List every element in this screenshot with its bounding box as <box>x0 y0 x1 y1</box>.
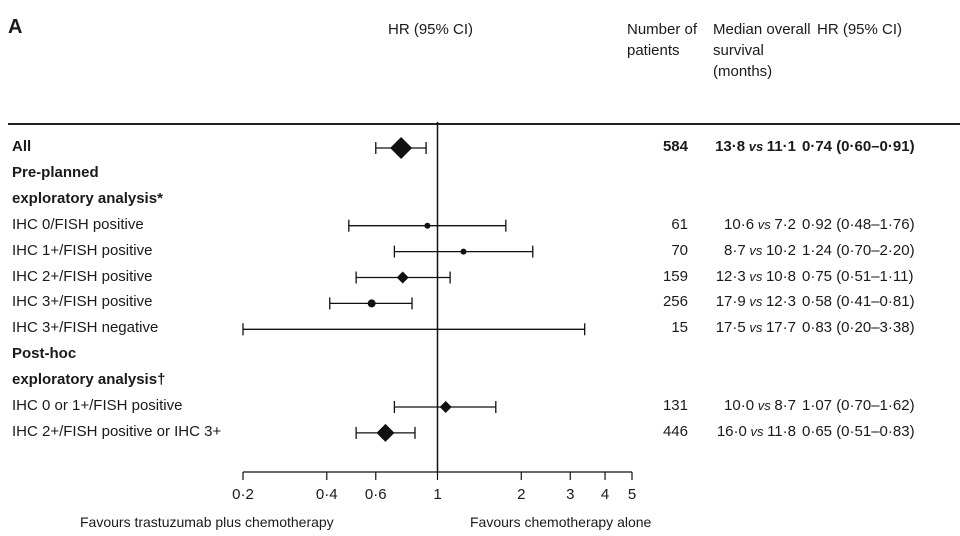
median-a: 12·3 <box>715 267 746 285</box>
x-tick-label: 0·2 <box>232 486 254 503</box>
median-b: 17·7 <box>765 319 796 337</box>
median-a: 10·0 <box>724 397 755 414</box>
row-label: IHC 1+/FISH positive <box>12 241 153 259</box>
median-b: 11·1 <box>766 138 796 155</box>
median-b: 12·3 <box>765 293 796 311</box>
panel-letter: A <box>8 16 23 38</box>
row-label: exploratory analysis† <box>12 371 166 389</box>
row-label: IHC 3+/FISH positive <box>12 293 153 311</box>
row-label: Post-hoc <box>12 345 77 363</box>
hr-ci-text: 0·83 (0·20–3·38) <box>802 319 915 337</box>
patients-count: 131 <box>662 397 688 414</box>
hr-ci-text: 1·07 (0·70–1·62) <box>802 397 915 414</box>
patients-count: 446 <box>662 422 688 440</box>
median-a: 17·9 <box>715 293 746 311</box>
row-label: All <box>12 138 32 155</box>
x-tick-label: 1 <box>433 486 442 503</box>
median-survival-header: Median overall survival (months) <box>713 21 811 80</box>
hr-ci-text: 0·74 (0·60–0·91) <box>802 138 915 155</box>
x-tick-label: 0·4 <box>315 486 338 503</box>
patients-count: 159 <box>662 267 688 285</box>
x-tick-label: 0·6 <box>364 486 387 503</box>
median-survival: 13·8 vs 11·1 <box>704 138 796 155</box>
vs-label: vs <box>745 320 766 336</box>
vs-label: vs <box>745 268 766 284</box>
row-label: Pre-planned <box>12 163 99 181</box>
patients-count: 70 <box>671 241 688 259</box>
x-tick-label: 5 <box>627 486 637 503</box>
median-b: 11·8 <box>767 422 796 440</box>
median-a: 17·5 <box>715 319 746 337</box>
patients-count: 584 <box>662 138 688 155</box>
hr-point <box>376 423 395 442</box>
hr-ci-text: 1·24 (0·70–2·20) <box>802 241 915 259</box>
median-a: 13·8 <box>715 138 746 155</box>
vs-label: vs <box>754 398 775 413</box>
median-survival: 17·5 vs 17·7 <box>704 319 796 336</box>
x-tick-label: 2 <box>517 486 526 503</box>
row-label: IHC 0 or 1+/FISH positive <box>12 397 183 414</box>
patients-count: 15 <box>671 319 688 337</box>
vs-label: vs <box>746 423 768 439</box>
median-b: 7·2 <box>774 215 796 233</box>
hr-ci-text: 0·58 (0·41–0·81) <box>802 293 915 311</box>
patients-count: 256 <box>662 293 688 311</box>
hr-point <box>424 222 431 229</box>
hr-ci-text: 0·65 (0·51–0·83) <box>802 422 915 440</box>
median-a: 8·7 <box>724 241 746 259</box>
hr-point <box>390 137 413 159</box>
row-label: IHC 2+/FISH positive <box>12 267 153 285</box>
hr-plot-header: HR (95% CI) <box>388 21 474 38</box>
hr-header: HR (95% CI) <box>817 21 903 38</box>
median-survival: 10·0 vs 8·7 <box>704 397 796 414</box>
header-rule <box>8 123 960 125</box>
row-label: IHC 0/FISH positive <box>12 215 144 233</box>
median-b: 10·8 <box>765 267 796 285</box>
x-tick-label: 4 <box>600 486 610 503</box>
median-a: 10·6 <box>724 215 755 233</box>
x-tick-label: 3 <box>566 486 575 503</box>
vs-label: vs <box>745 242 766 258</box>
hr-ci-text: 0·92 (0·48–1·76) <box>802 215 915 233</box>
hr-point <box>396 271 409 284</box>
hr-ci-text: 0·75 (0·51–1·11) <box>802 267 914 285</box>
row-label: IHC 2+/FISH positive or IHC 3+ <box>12 422 222 440</box>
median-a: 16·0 <box>716 422 747 440</box>
median-b: 8·7 <box>774 397 796 414</box>
patients-header: Number of patients <box>627 21 698 59</box>
row-label: exploratory analysis* <box>12 189 163 207</box>
favours-right-label: Favours chemotherapy alone <box>470 514 652 530</box>
median-survival: 8·7 vs 10·2 <box>704 242 796 259</box>
patients-count: 61 <box>671 215 688 233</box>
vs-label: vs <box>745 139 767 154</box>
vs-label: vs <box>754 216 775 232</box>
hr-point <box>367 299 376 308</box>
hr-point <box>439 401 452 413</box>
median-survival: 17·9 vs 12·3 <box>704 293 796 310</box>
median-survival: 16·0 vs 11·8 <box>704 423 796 440</box>
vs-label: vs <box>745 294 766 310</box>
median-b: 10·2 <box>765 241 796 259</box>
median-survival: 12·3 vs 10·8 <box>704 268 796 285</box>
median-survival: 10·6 vs 7·2 <box>704 216 796 233</box>
favours-left-label: Favours trastuzumab plus chemotherapy <box>80 514 334 530</box>
hr-point <box>460 248 467 255</box>
row-label: IHC 3+/FISH negative <box>12 319 159 337</box>
